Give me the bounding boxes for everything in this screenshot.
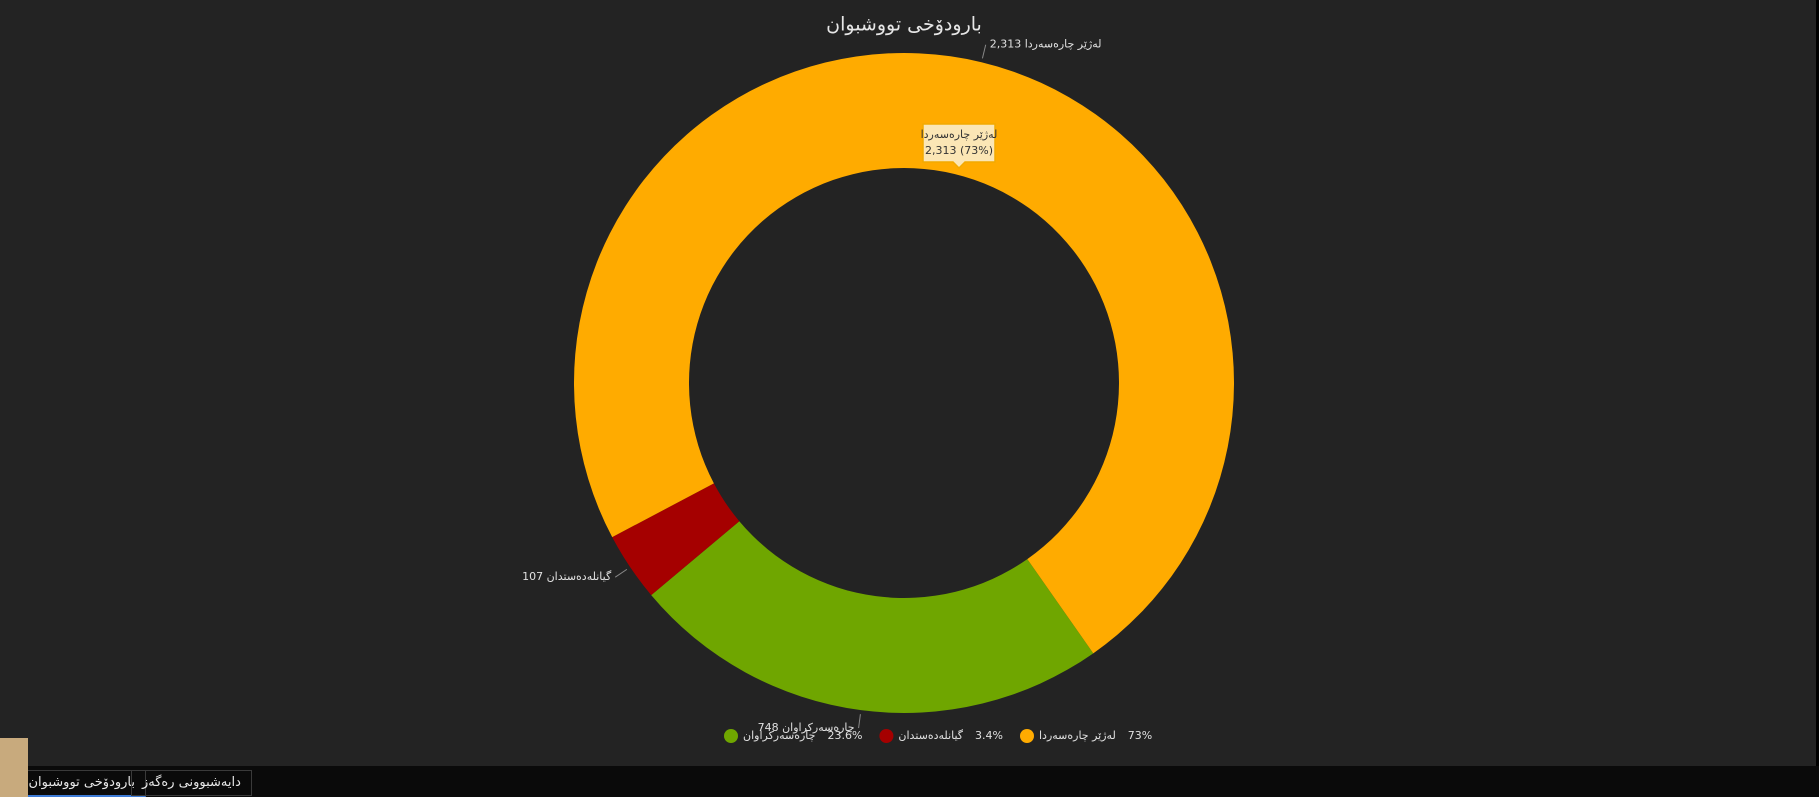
donut-slice (651, 521, 1094, 714)
tooltip-box (922, 123, 996, 170)
legend-percent: 3.4% (975, 729, 1003, 742)
label-connector (614, 568, 628, 578)
legend-marker (879, 729, 894, 743)
legend-marker (724, 729, 738, 743)
data-label: لەژێر چارەسەردا 2,313 (990, 38, 1102, 51)
label-connector (981, 44, 987, 59)
data-label-value: 748 (758, 721, 779, 734)
data-label-value: 2,313 (990, 38, 1022, 51)
label-connector (858, 714, 861, 729)
tooltip: لەژێر چارەسەردا 2,313 (73%) (921, 123, 998, 170)
legend-percent: 73% (1128, 729, 1152, 742)
tab[interactable]: دایەشبوونی رەگەز (131, 770, 252, 796)
tooltip-title: لەژێر چارەسەردا (921, 128, 998, 141)
scroll-up-button[interactable] (0, 738, 28, 797)
tab[interactable]: بارودۆخی تووشبوان (20, 770, 146, 797)
donut-slice (612, 483, 740, 596)
donut-slice (574, 53, 1235, 654)
data-label-name: گیانلەدەستدان (547, 570, 612, 583)
data-label-name: چارەسەرکراوان (782, 721, 854, 734)
data-label-value: 107 (522, 570, 543, 583)
chart-title: بارودۆخی تووشبوان (826, 14, 982, 36)
data-label-name: لەژێر چارەسەردا (1025, 38, 1102, 51)
tooltip-text: 2,313 (73%) (925, 144, 993, 157)
tab-bar: بارودۆخی تووشبوان دایەشبوونی رەگەز (0, 766, 1819, 797)
legend-label: چارەسەرکراوان (743, 729, 815, 742)
legend-label: لەژێر چارەسەردا (1039, 729, 1116, 742)
data-label: گیانلەدەستدان 107 (522, 570, 612, 583)
chart: بارودۆخی تووشبوان چارەسەرکراوان 748 گیانل… (0, 0, 1816, 766)
data-label: چارەسەرکراوان 748 (758, 721, 855, 734)
legend-label: گیانلەدەستدان (898, 729, 963, 742)
legend-marker (1020, 729, 1034, 743)
legend-percent: 23.6% (827, 729, 862, 742)
